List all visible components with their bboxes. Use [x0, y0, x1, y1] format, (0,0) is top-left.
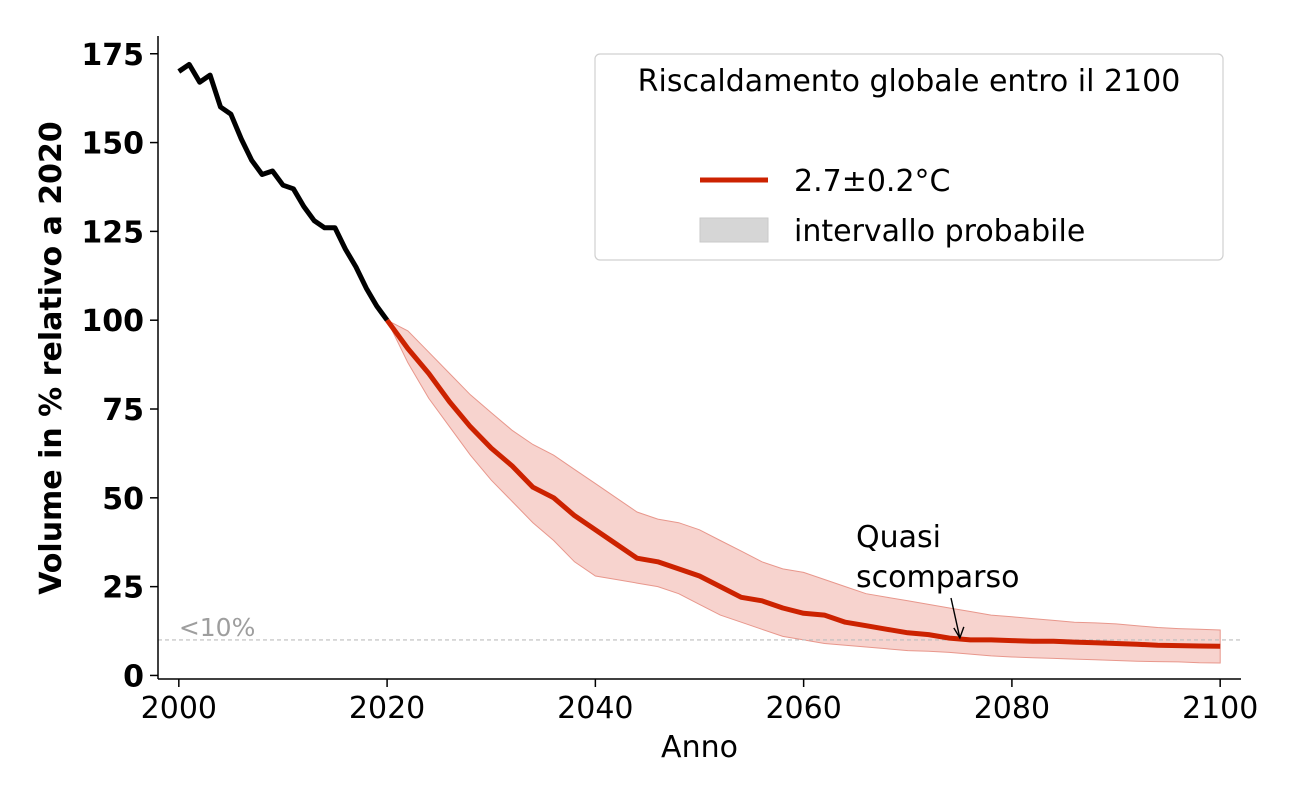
legend-box	[594, 53, 1224, 261]
axes-layer: 0 25 50 75 100 125 150 175 2000 2020 2040 2060 2080 2…	[34, 36, 1258, 765]
legend-label-projection: 2.7±0.2°C	[794, 164, 951, 199]
legend-band-swatch	[699, 217, 769, 243]
annotation-text-line-1: Quasi	[856, 520, 941, 555]
annotation-text-line-2: scomparso	[856, 560, 1019, 595]
x-tick-label: 2020	[349, 691, 425, 726]
y-tick-label: 0	[123, 659, 144, 694]
legend-label-band: intervallo probabile	[794, 214, 1085, 249]
y-tick-label: 175	[81, 38, 144, 73]
reference-line-label: <10%	[179, 613, 256, 642]
annotation-layer: Quasi scomparso	[856, 520, 1019, 640]
likely-range-band	[385, 319, 1221, 664]
legend-title: Riscaldamento globale entro il 2100	[638, 64, 1181, 99]
y-tick-label: 150	[81, 127, 144, 162]
reference-line-layer: <10%	[158, 613, 1241, 642]
annotation-arrow-shaft	[950, 597, 961, 639]
x-tick-label: 2040	[557, 691, 633, 726]
historical-series-line	[177, 61, 390, 322]
x-tick-label: 2000	[141, 691, 217, 726]
likely-range-band-layer	[385, 319, 1221, 664]
y-tick-label: 75	[102, 393, 144, 428]
legend: Riscaldamento globale entro il 2100 2.7±0…	[594, 53, 1224, 261]
x-axis-title: Anno	[661, 730, 738, 765]
y-tick-label: 50	[102, 482, 144, 517]
y-tick-label: 100	[81, 304, 144, 339]
projection-series-line	[385, 318, 1221, 649]
y-tick-label: 25	[102, 571, 144, 606]
y-axis-title: Volume in % relativo a 2020	[34, 121, 69, 595]
series-lines-layer	[177, 61, 1221, 649]
annotation-arrow-head	[953, 626, 965, 640]
x-tick-label: 2080	[974, 691, 1050, 726]
x-tick-label: 2060	[765, 691, 841, 726]
y-tick-label: 125	[81, 215, 144, 250]
x-tick-label: 2100	[1182, 691, 1258, 726]
